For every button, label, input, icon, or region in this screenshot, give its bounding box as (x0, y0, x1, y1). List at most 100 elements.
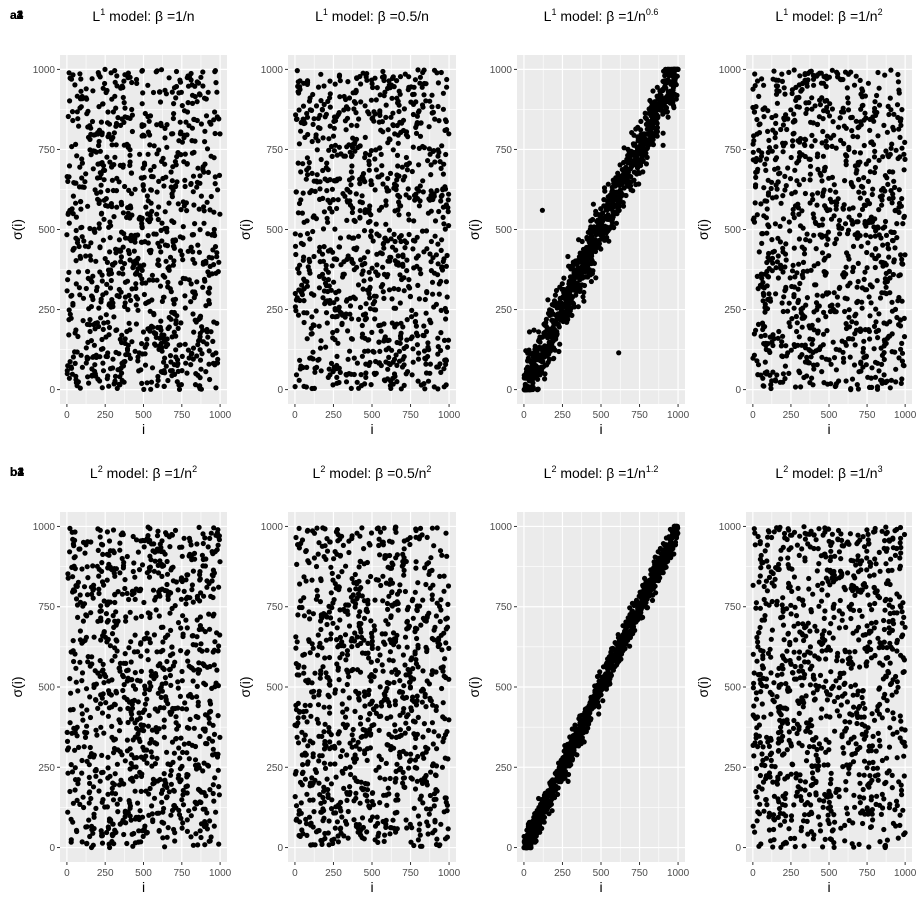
data-point (780, 245, 786, 251)
data-point (215, 767, 221, 773)
data-point (310, 349, 316, 355)
data-point (85, 108, 91, 114)
data-point (428, 162, 434, 168)
data-point (660, 130, 666, 136)
data-point (179, 763, 185, 770)
data-point (67, 525, 73, 532)
data-point (356, 316, 362, 322)
data-point (75, 333, 81, 340)
panel-b1: b1 L2 model: β =1/n20 250 500 750 10000250500… (9, 464, 232, 895)
data-point (635, 165, 641, 171)
data-point (439, 192, 445, 198)
data-point (141, 386, 147, 392)
data-point (329, 153, 335, 159)
data-point (571, 269, 577, 275)
data-point (104, 259, 110, 265)
data-point (386, 337, 392, 343)
data-point (631, 132, 637, 138)
data-point (799, 352, 805, 358)
data-point (773, 120, 779, 126)
data-point (868, 234, 874, 240)
data-point (786, 69, 792, 75)
data-point (75, 269, 82, 275)
data-point (89, 366, 95, 372)
data-point (109, 261, 115, 268)
data-point (297, 78, 303, 84)
data-point (394, 339, 400, 346)
data-point (756, 130, 763, 136)
data-point (187, 538, 193, 544)
data-point (161, 717, 167, 723)
data-point (794, 104, 800, 110)
data-point (64, 747, 71, 753)
data-point (154, 382, 160, 389)
data-point (212, 639, 218, 645)
data-point (335, 112, 341, 118)
data-point (800, 259, 807, 265)
data-point (820, 153, 827, 159)
data-point (874, 278, 880, 284)
data-point (397, 333, 404, 339)
data-point (200, 556, 206, 563)
data-point (93, 287, 100, 294)
data-point (125, 248, 132, 254)
data-point (440, 171, 446, 177)
data-point (378, 284, 384, 290)
data-point (139, 380, 145, 386)
data-point (136, 710, 142, 716)
data-point (426, 124, 432, 130)
data-point (139, 280, 145, 286)
data-point (109, 96, 115, 102)
data-point (200, 726, 206, 732)
data-point (73, 327, 79, 333)
data-point (105, 754, 111, 760)
data-point (780, 216, 787, 222)
data-point (144, 648, 150, 654)
y-axis-label: σ(i) (466, 219, 482, 240)
data-point (122, 183, 128, 190)
data-point (200, 69, 206, 75)
data-point (114, 385, 120, 391)
data-point (114, 73, 120, 79)
data-point (162, 551, 168, 557)
data-point (755, 321, 762, 327)
data-point (793, 313, 800, 320)
data-point (146, 565, 152, 571)
data-point (852, 342, 858, 348)
data-point (146, 712, 152, 719)
data-point (304, 310, 310, 316)
data-point (893, 366, 899, 372)
data-point (179, 368, 185, 374)
data-point (217, 559, 223, 565)
data-point (162, 125, 168, 131)
data-point (111, 130, 117, 136)
data-point (811, 362, 817, 368)
data-point (808, 354, 814, 360)
data-point (404, 337, 410, 343)
data-point (216, 784, 222, 790)
data-point (180, 749, 186, 756)
data-point (586, 261, 592, 267)
data-point (853, 118, 859, 124)
data-point (763, 167, 769, 173)
data-point (294, 295, 300, 301)
data-point (159, 799, 165, 805)
data-point (66, 332, 72, 338)
data-point (354, 379, 360, 385)
data-point (598, 233, 604, 239)
data-point (299, 282, 305, 288)
data-point (144, 380, 150, 386)
data-point (415, 67, 421, 73)
data-point (413, 311, 419, 317)
data-point (191, 329, 197, 335)
data-point (180, 613, 186, 619)
data-point (318, 156, 324, 163)
data-point (293, 112, 299, 118)
data-point (119, 377, 125, 384)
data-point (79, 839, 85, 845)
data-point (330, 133, 337, 139)
data-point (838, 137, 844, 143)
data-point (830, 306, 837, 313)
data-point (792, 167, 798, 173)
